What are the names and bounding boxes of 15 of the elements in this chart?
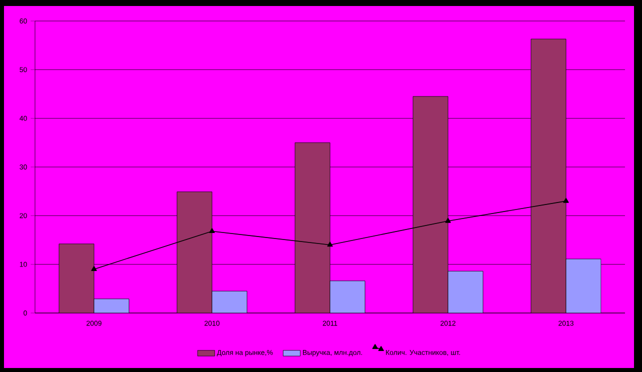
bar (412, 96, 448, 313)
bar (566, 258, 602, 313)
point (445, 218, 451, 223)
point (563, 198, 569, 203)
bar (94, 298, 130, 313)
bar (212, 290, 248, 313)
bar (330, 280, 366, 313)
bar (176, 192, 212, 313)
bar (448, 270, 484, 313)
bar (294, 142, 330, 313)
bar (58, 244, 94, 313)
bar (530, 38, 566, 313)
point (327, 242, 333, 247)
point (91, 266, 97, 271)
point (209, 228, 215, 234)
